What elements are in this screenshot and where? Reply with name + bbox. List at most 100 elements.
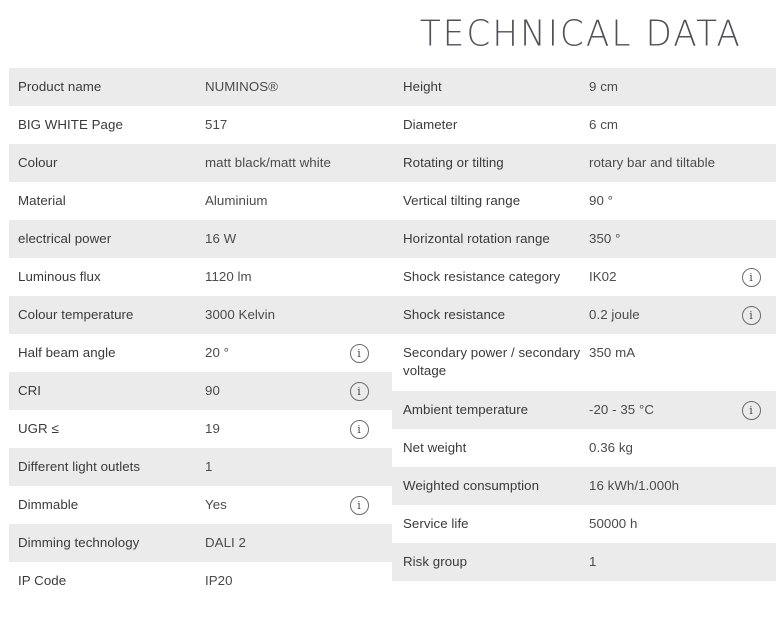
table-row: Half beam angle 20 ° i <box>9 334 392 372</box>
spec-value: 6 cm <box>589 117 619 132</box>
table-row: Risk group 1 i <box>392 543 776 581</box>
spec-value: 19 <box>205 421 220 436</box>
info-slot: i <box>738 477 764 496</box>
info-icon[interactable]: i <box>349 382 369 401</box>
spec-label: Rotating or tilting <box>403 155 504 170</box>
info-slot: i <box>346 192 372 211</box>
info-slot: i <box>346 306 372 325</box>
spec-label: Height <box>403 79 442 94</box>
spec-label: Colour <box>18 155 58 170</box>
spec-label: Dimming technology <box>18 535 140 550</box>
spec-value: 50000 h <box>589 516 638 531</box>
spec-label: Half beam angle <box>18 345 116 360</box>
page-title: TECHNICAL DATA <box>419 13 742 55</box>
table-row: BIG WHITE Page 517 i <box>9 106 392 144</box>
info-slot: i <box>346 420 372 439</box>
spec-value: 9 cm <box>589 79 619 94</box>
spec-value: rotary bar and tiltable <box>589 155 716 170</box>
spec-value: 1 <box>589 554 597 569</box>
table-row: CRI 90 i <box>9 372 392 410</box>
spec-value: NUMINOS® <box>205 79 278 94</box>
spec-label: BIG WHITE Page <box>18 117 123 132</box>
table-row: Rotating or tilting rotary bar and tiltab… <box>392 144 776 182</box>
spec-label: Risk group <box>403 554 468 569</box>
info-icon[interactable]: i <box>741 268 761 287</box>
table-row: Dimming technology DALI 2 i <box>9 524 392 562</box>
spec-label: Dimmable <box>18 497 79 512</box>
info-slot: i <box>346 458 372 477</box>
info-slot: i <box>738 515 764 534</box>
spec-value: 1 <box>205 459 213 474</box>
table-row: Shock resistance category IK02 i <box>392 258 776 296</box>
info-icon[interactable]: i <box>741 401 761 420</box>
spec-label: CRI <box>18 383 42 398</box>
spec-value: 517 <box>205 117 228 132</box>
table-row: Material Aluminium i <box>9 182 392 220</box>
table-row: Ambient temperature -20 - 35 °C i <box>392 391 776 429</box>
spec-label: Net weight <box>403 440 467 455</box>
spec-value: 3000 Kelvin <box>205 307 276 322</box>
table-row: Product name NUMINOS® i <box>9 68 392 106</box>
table-row: Different light outlets 1 i <box>9 448 392 486</box>
table-row: Secondary power / secondary voltage 350 m… <box>392 334 776 391</box>
info-icon[interactable]: i <box>741 306 761 325</box>
table-row: Colour temperature 3000 Kelvin i <box>9 296 392 334</box>
table-row: UGR ≤ 19 i <box>9 410 392 448</box>
table-row: Luminous flux 1120 lm i <box>9 258 392 296</box>
info-slot: i <box>346 230 372 249</box>
info-icon[interactable]: i <box>349 420 369 439</box>
spec-label: IP Code <box>18 573 67 588</box>
spec-value: 0.36 kg <box>589 440 633 455</box>
spec-label: Different light outlets <box>18 459 141 474</box>
spec-label: UGR ≤ <box>18 421 59 436</box>
info-slot: i <box>738 344 764 363</box>
info-slot: i <box>346 78 372 97</box>
info-slot: i <box>738 154 764 173</box>
info-slot: i <box>346 534 372 553</box>
info-slot: i <box>346 116 372 135</box>
spec-value: 350 ° <box>589 231 621 246</box>
spec-value: IP20 <box>205 573 233 588</box>
spec-label: Shock resistance category <box>403 269 561 284</box>
info-icon[interactable]: i <box>349 496 369 515</box>
table-row: Horizontal rotation range 350 ° i <box>392 220 776 258</box>
info-slot: i <box>738 439 764 458</box>
table-row: Colour matt black/matt white i <box>9 144 392 182</box>
spec-value: matt black/matt white <box>205 155 331 170</box>
spec-label: Horizontal rotation range <box>403 231 550 246</box>
info-slot: i <box>738 401 764 420</box>
table-row: Shock resistance 0.2 joule i <box>392 296 776 334</box>
table-row: electrical power 16 W i <box>9 220 392 258</box>
info-slot: i <box>738 306 764 325</box>
spec-value: Aluminium <box>205 193 268 208</box>
table-row: Height 9 cm i <box>392 68 776 106</box>
info-slot: i <box>738 192 764 211</box>
spec-value: 90 ° <box>589 193 614 208</box>
spec-value: 350 mA <box>589 345 636 360</box>
info-slot: i <box>738 78 764 97</box>
spec-value: 1120 lm <box>205 269 252 284</box>
table-row: Net weight 0.36 kg i <box>392 429 776 467</box>
spec-value: 16 W <box>205 231 237 246</box>
info-slot: i <box>346 344 372 363</box>
spec-label: Service life <box>403 516 469 531</box>
spec-label: Colour temperature <box>18 307 134 322</box>
info-slot: i <box>738 116 764 135</box>
spec-label: Luminous flux <box>18 269 101 284</box>
info-slot: i <box>346 268 372 287</box>
info-slot: i <box>738 268 764 287</box>
table-row: Diameter 6 cm i <box>392 106 776 144</box>
spec-value: 20 ° <box>205 345 230 360</box>
info-icon[interactable]: i <box>349 344 369 363</box>
spec-value: Yes <box>205 497 227 512</box>
info-slot: i <box>346 496 372 515</box>
table-row: Dimmable Yes i <box>9 486 392 524</box>
spec-value: 16 kWh/1.000h <box>589 478 680 493</box>
spec-value: IK02 <box>589 269 617 284</box>
table-row: Service life 50000 h i <box>392 505 776 543</box>
spec-label: Weighted consumption <box>403 478 540 493</box>
table-row: Vertical tilting range 90 ° i <box>392 182 776 220</box>
